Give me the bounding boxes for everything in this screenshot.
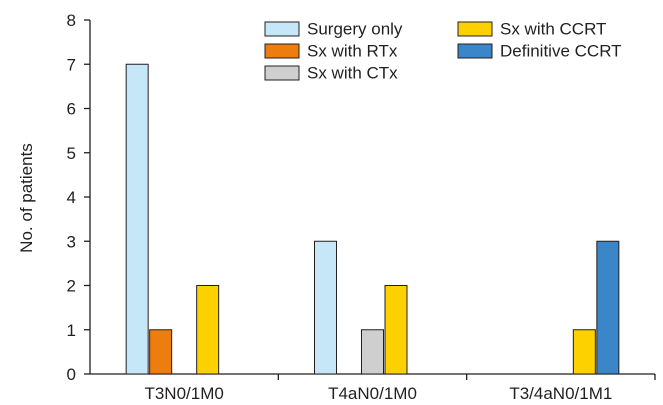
legend-swatch xyxy=(457,43,493,59)
legend-swatch xyxy=(457,21,493,37)
bar xyxy=(361,329,384,375)
legend-label: Sx with CCRT xyxy=(500,20,606,39)
y-tick-labels: 0 1 2 3 4 5 6 7 8 xyxy=(67,11,76,384)
bar xyxy=(149,329,173,375)
y-tick-label: 6 xyxy=(67,100,76,119)
y-tick-label: 0 xyxy=(67,365,76,384)
legend-swatch xyxy=(264,43,300,59)
legend-label: Surgery only xyxy=(307,20,403,39)
bar xyxy=(196,285,220,375)
bars-group xyxy=(125,63,620,375)
legend-swatch xyxy=(264,21,300,37)
legend-label: Sx with RTx xyxy=(307,42,398,61)
bar xyxy=(384,285,408,375)
x-tick-label: T3N0/1M0 xyxy=(144,384,223,403)
legend-label: Definitive CCRT xyxy=(500,42,622,61)
y-tick-label: 1 xyxy=(67,321,76,340)
y-tick-label: 4 xyxy=(67,188,76,207)
y-tick-label: 3 xyxy=(67,232,76,251)
x-tick-label: T3/4aN0/1M1 xyxy=(509,384,612,403)
x-tick-label: T4aN0/1M0 xyxy=(328,384,417,403)
bar xyxy=(572,329,596,375)
legend-label: Sx with CTx xyxy=(307,64,398,83)
bar xyxy=(314,240,337,375)
y-tick-label: 2 xyxy=(67,277,76,296)
axes-group xyxy=(84,19,656,380)
y-axis-title: No. of patients xyxy=(17,143,36,253)
y-tick-label: 5 xyxy=(67,144,76,163)
y-tick-label: 8 xyxy=(67,11,76,30)
bar xyxy=(596,240,620,375)
legend: Surgery only Sx with RTx Sx with CTx Sx wit… xyxy=(264,20,622,83)
y-tick-label: 7 xyxy=(67,55,76,74)
x-tick-labels: T3N0/1M0 T4aN0/1M0 T3/4aN0/1M1 xyxy=(144,384,612,403)
legend-swatch xyxy=(264,65,300,81)
bar xyxy=(125,63,149,375)
